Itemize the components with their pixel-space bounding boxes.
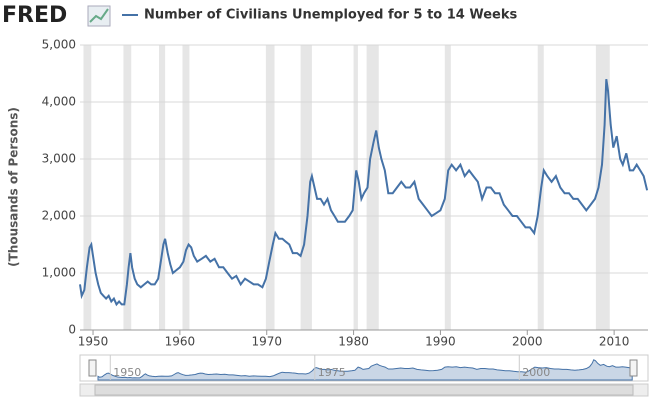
x-tick-label: 2010 (599, 335, 630, 349)
logo: FRED (2, 3, 67, 28)
logo-icon-box (87, 5, 111, 27)
navigator-tick-label: 1950 (113, 366, 141, 379)
y-tick-label: 4,000 (42, 95, 76, 109)
plot-area (80, 45, 648, 330)
logo-icon (87, 5, 111, 27)
recession-band (444, 45, 451, 330)
x-tick-label: 1980 (338, 335, 369, 349)
recession-band (353, 45, 358, 330)
navigator-tick-label: 1975 (318, 366, 346, 379)
recession-band (182, 45, 190, 330)
recession-band (159, 45, 166, 330)
scrollbar-thumb[interactable] (94, 384, 634, 396)
x-tick-label: 1990 (425, 335, 456, 349)
recession-band (265, 45, 275, 330)
navigator-handle[interactable] (88, 359, 97, 377)
recession-band (366, 45, 379, 330)
data-line (79, 79, 649, 307)
recession-band (83, 45, 92, 330)
recession-band (300, 45, 312, 330)
x-tick-label: 1960 (165, 335, 196, 349)
x-tick-label: 1970 (251, 335, 282, 349)
y-tick-label: 2,000 (42, 209, 76, 223)
navigator-tick-label: 2000 (522, 366, 550, 379)
y-tick-label: 0 (68, 323, 76, 337)
recession-band (595, 45, 610, 330)
x-tick-label: 2000 (512, 335, 543, 349)
y-tick-label: 5,000 (42, 38, 76, 52)
recession-band (123, 45, 132, 330)
y-tick-label: 3,000 (42, 152, 76, 166)
navigator: 1950 1975 2000 (79, 354, 649, 397)
navigator-area (97, 359, 633, 381)
legend-label: Number of Civilians Unemployed for 5 to … (144, 8, 518, 23)
x-tick-label: 1950 (78, 335, 109, 349)
y-tick-label: 1,000 (42, 266, 76, 280)
navigator-handle[interactable] (629, 359, 638, 377)
logo-icon-line (89, 8, 109, 23)
y-axis-label: (Thousands of Persons) (7, 107, 21, 267)
